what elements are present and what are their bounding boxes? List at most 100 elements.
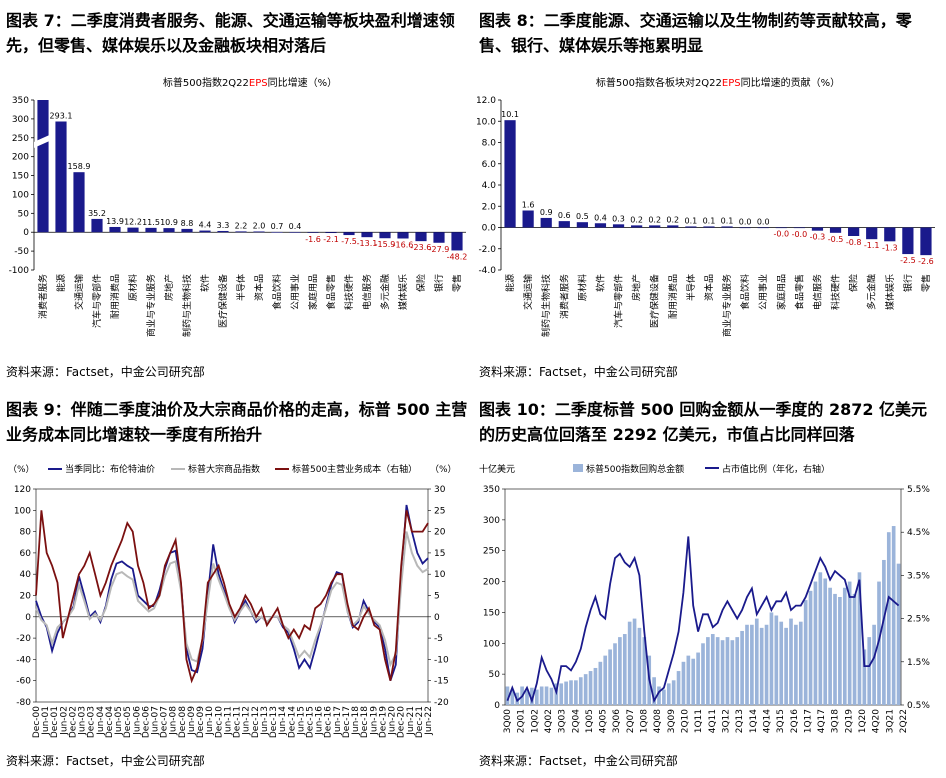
fig8-data-label: 0.2 <box>630 215 643 224</box>
fig7-bar <box>73 172 85 233</box>
fig7-data-label: -2.1 <box>323 235 339 244</box>
fig10-legend-swatch <box>573 464 583 472</box>
fig10-bar <box>852 593 857 705</box>
fig10-x-tick-label: 3Q09 <box>667 709 677 734</box>
fig10-bar <box>588 671 593 705</box>
fig10-x-tick-label: 4Q02 <box>544 709 554 733</box>
fig8-bar <box>848 227 860 236</box>
fig10-bar <box>794 624 798 705</box>
fig10-x-tick-label: 3Q12 <box>721 709 731 733</box>
fig7-x-tick-label: 资本品 <box>253 274 265 301</box>
fig10-bar <box>720 640 725 705</box>
fig9-x-tick-label: Jun-17 <box>333 706 343 736</box>
figure-8-panel: 图表 8：二季度能源、交通运输以及生物制药等贡献较高，零售、银行、媒体娱乐等拖累… <box>473 0 946 389</box>
fig8-y-tick-label: 4.0 <box>482 181 497 191</box>
fig10-bar <box>574 680 578 705</box>
fig10-left-unit: 十亿美元 <box>479 463 515 475</box>
fig8-x-tick-label: 软件 <box>594 274 606 292</box>
fig8-bar <box>721 226 733 228</box>
fig8-x-tick-label: 耐用消费品 <box>667 274 679 319</box>
fig8-data-label: -2.6 <box>918 257 934 266</box>
fig7-bar <box>289 232 301 233</box>
figure-9-panel: 图表 9：伴随二季度油价及大宗商品价格的走高，标普 500 主营业务成本同比增速… <box>0 389 473 778</box>
fig9-plot-frame <box>35 488 429 703</box>
fig8-bar <box>504 120 516 228</box>
fig7-data-label: 8.8 <box>181 219 194 228</box>
fig8-data-label: 0.2 <box>648 215 661 224</box>
fig10-bar <box>857 572 862 705</box>
fig10-bar <box>769 612 774 705</box>
fig9-left-unit: （%） <box>8 464 35 475</box>
fig10-bar <box>715 637 720 705</box>
fig8-x-tick-label: 零售 <box>920 274 932 292</box>
fig7-y-tick-label: 250 <box>12 134 29 144</box>
fig10-x-tick-label: 2Q13 <box>735 709 745 733</box>
fig9-x-tick-label: Dec-20 <box>397 706 407 738</box>
figure-9-title: 图表 9：伴随二季度油价及大宗商品价格的走高，标普 500 主营业务成本同比增速… <box>6 400 468 444</box>
fig10-bar <box>779 621 784 705</box>
fig10-bar <box>740 630 744 705</box>
fig9-y2-tick-label: -5 <box>434 634 443 644</box>
fig9-y2-tick-label: 20 <box>434 528 446 538</box>
fig9-y-tick-label: 80 <box>20 528 32 538</box>
fig7-bar <box>325 232 337 234</box>
fig7-bar <box>235 231 247 233</box>
fig7-bar <box>217 230 229 233</box>
fig10-bar <box>833 593 837 705</box>
fig7-y-tick-label: 150 <box>12 172 29 182</box>
figure-9-chart: （%） （%） 当季同比：布伦特油价 标普大宗商品指数 标普500主营业务成本（右轴） -… <box>8 463 457 738</box>
fig7-x-tick-label: 公用事业 <box>289 274 301 310</box>
fig9-y2-tick-label: 5 <box>434 592 440 602</box>
fig9-y2-tick-label: -20 <box>434 698 449 708</box>
fig10-bar <box>838 597 842 705</box>
fig10-legend-label: 占市值比例（年化，右轴） <box>722 463 830 475</box>
fig9-right-unit: （%） <box>430 464 457 475</box>
fig9-x-tick-label: Dec-08 <box>178 706 188 738</box>
fig10-bar <box>774 615 779 705</box>
fig9-x-tick-label: Jun-02 <box>59 706 69 736</box>
figure-7-panel: 图表 7：二季度消费者服务、能源、交通运输等板块盈利增速领先，但零售、媒体娱乐以… <box>0 0 473 389</box>
fig8-x-tick-label: 商业与专业服务 <box>721 274 733 337</box>
fig7-data-label: 35.2 <box>88 209 106 218</box>
fig7-bar <box>91 218 103 233</box>
fig10-bar <box>657 686 661 705</box>
fig7-y-tick-label: 0 <box>23 228 29 238</box>
fig10-bar <box>862 649 867 705</box>
fig10-bar <box>882 559 886 705</box>
fig8-x-tick-label: 汽车与零部件 <box>613 274 625 328</box>
fig8-x-tick-label: 原材料 <box>576 274 588 301</box>
fig7-data-label: 12.2 <box>124 218 142 227</box>
fig9-y-tick-label: 120 <box>14 485 31 495</box>
fig7-x-tick-label: 能源 <box>55 274 67 292</box>
fig10-bar <box>564 681 568 705</box>
fig8-bar <box>884 227 896 242</box>
fig7-data-label: -13.1 <box>357 239 378 248</box>
fig9-x-tick-label: Dec-02 <box>68 706 78 738</box>
fig7-chart-title-part: 标普500指数2Q22 <box>163 76 249 89</box>
fig10-x-tick-label: 3Q21 <box>885 709 895 733</box>
fig10-x-tick-label: 4Q14 <box>762 709 772 734</box>
fig7-y-tick-label: -50 <box>14 247 29 257</box>
fig8-x-tick-label: 食品零售 <box>793 274 805 310</box>
fig7-bar <box>145 227 157 233</box>
fig7-bar <box>379 232 391 239</box>
fig8-x-tick-label: 公用事业 <box>757 274 769 310</box>
fig8-data-label: 0.2 <box>666 215 679 224</box>
fig7-bar <box>199 230 211 233</box>
fig10-x-tick-label: 1Q14 <box>749 709 759 734</box>
fig9-x-tick-label: Jun-04 <box>96 706 106 736</box>
fig9-y-tick-label: 20 <box>20 592 32 602</box>
fig10-x-tick-label: 3Q06 <box>612 709 622 734</box>
fig8-x-tick-label: 消费者服务 <box>558 274 570 319</box>
fig10-series-line <box>506 536 900 704</box>
fig9-x-tick-label: Jun-01 <box>41 706 51 736</box>
fig10-x-tick-label: 4Q17 <box>817 709 827 733</box>
fig9-x-tick-label: Dec-16 <box>324 706 334 738</box>
fig7-x-tick-label: 交通运输 <box>73 274 85 310</box>
fig10-bar <box>662 689 666 705</box>
fig8-data-label: -1.3 <box>882 243 898 252</box>
fig7-x-tick-label: 科技硬件 <box>343 274 355 310</box>
fig10-bar <box>598 661 603 705</box>
fig7-data-label: 4.4 <box>199 221 212 230</box>
fig9-y2-tick-label: -10 <box>434 655 449 665</box>
